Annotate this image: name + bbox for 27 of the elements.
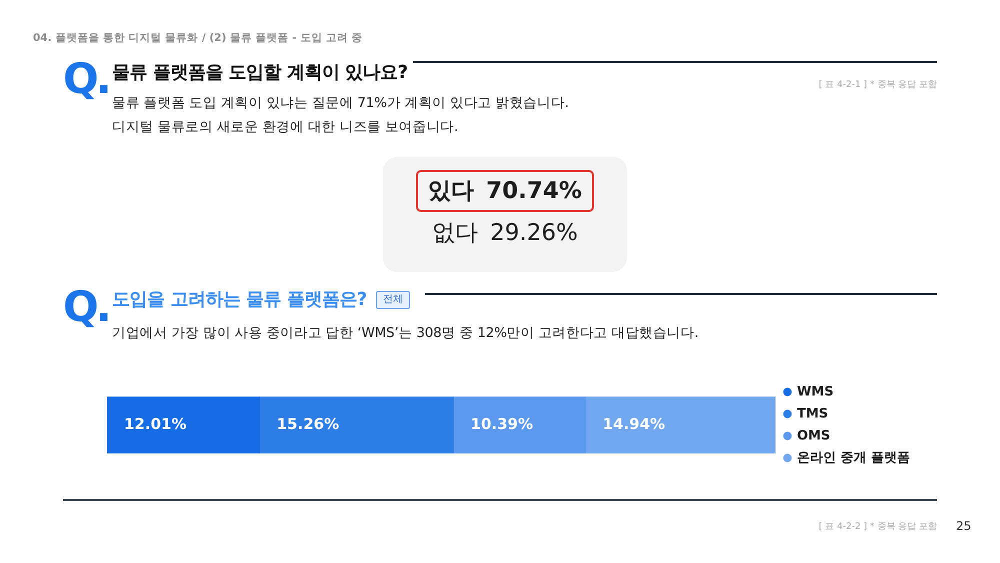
text: [ 표 4-2-1 ] * 중복 응답 포함 — [818, 79, 937, 91]
legend-label: TMS — [796, 406, 828, 422]
text: 04. 플랫폼을 통한 디지털 물류화 / (2) 물류 플랫폼 - 도입 고려 중 — [33, 31, 363, 45]
chart-title: 도입을 고려하는 물류 플랫폼은? — [112, 288, 367, 312]
bar — [107, 396, 260, 454]
legend-label: 온라인 중개 플랫폼 — [796, 450, 910, 466]
text: 전체 — [376, 291, 410, 309]
category-label: 있다 — [428, 178, 474, 204]
bar — [259, 396, 454, 454]
text: 25 — [956, 519, 972, 533]
bar — [585, 396, 776, 454]
data-label: 70.74% — [486, 178, 582, 204]
category-label: 없다 — [432, 220, 478, 246]
legend-label: OMS — [796, 428, 830, 444]
text: [ 표 4-2-2 ] * 중복 응답 포함 — [818, 521, 937, 533]
text: Q. — [63, 282, 109, 331]
data-label: 12.01% — [124, 414, 186, 433]
text: 물류 플랫폼을 도입할 계획이 있나요? — [112, 61, 408, 85]
legend-label: WMS — [796, 384, 834, 400]
data-label: 14.94% — [602, 414, 666, 433]
data-label: 10.39% — [470, 414, 534, 433]
text: 물류 플랫폼 도입 계획이 있냐는 질문에 71%가 계획이 있다고 밝혔습니다. 디지털 물류로의 새로운 환경에 대한 니즈를 보여줍니다. — [112, 94, 569, 137]
data-label: 15.26% — [276, 414, 340, 433]
bar — [453, 396, 586, 454]
text: Q. — [63, 54, 109, 103]
chart-subtitle: 기업에서 가장 많이 사용 중이라고 답한 ‘WMS’는 308명 중 12%만이 고려한다고 대답했습니다. — [112, 324, 698, 343]
data-label: 29.26% — [490, 220, 578, 246]
